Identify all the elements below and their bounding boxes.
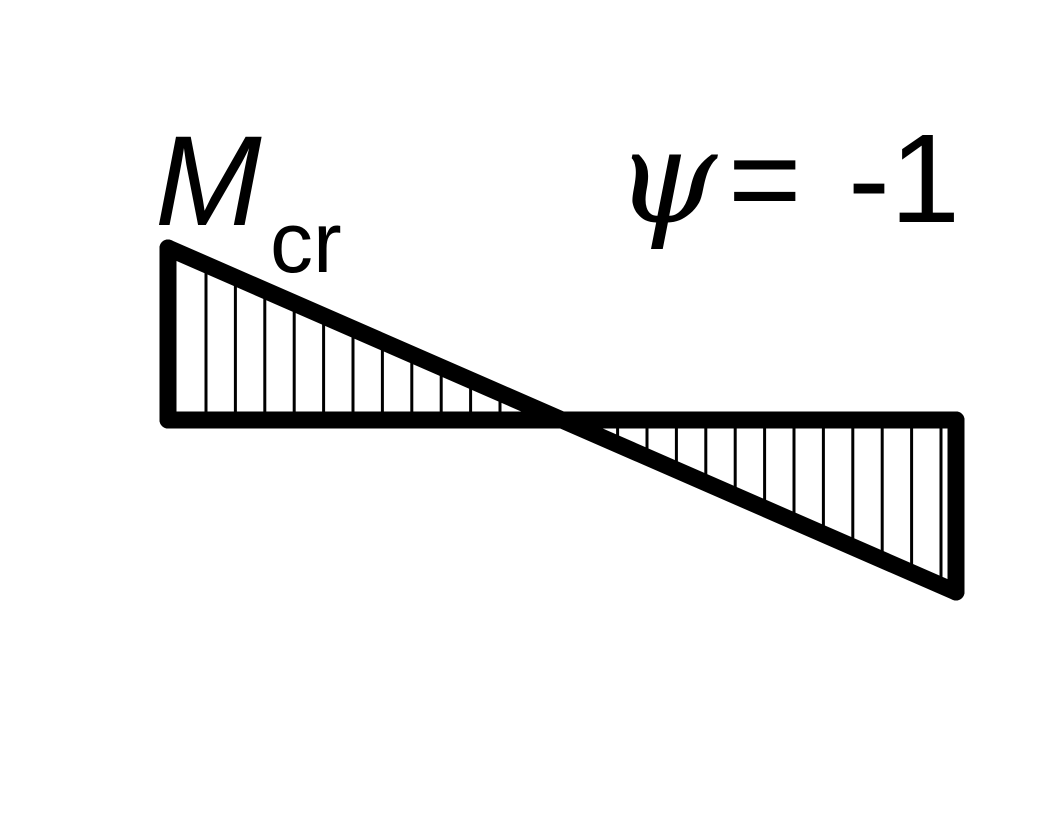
ratio-symbol: ψ [615,101,718,253]
ratio-value: -1 [848,108,960,249]
ratio-equals: = [728,108,802,249]
moment-line [159,239,965,601]
moment-subscript: cr [270,195,342,291]
moment-symbol: M [155,110,262,253]
